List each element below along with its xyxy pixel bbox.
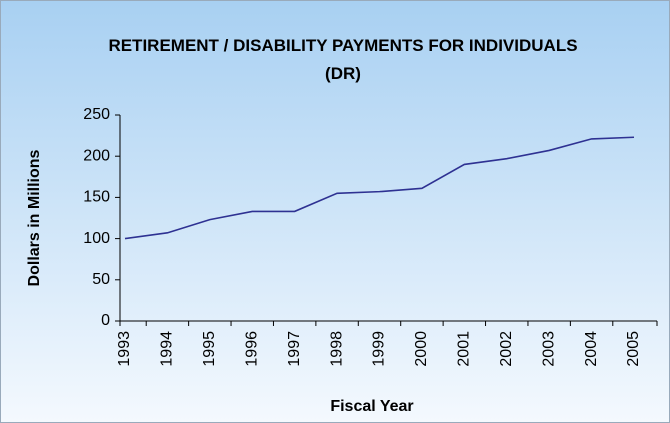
x-tick-label: 1996 <box>243 331 260 367</box>
x-axis-label: Fiscal Year <box>330 398 413 415</box>
x-tick-label: 2004 <box>583 331 600 367</box>
x-tick-label: 1999 <box>371 331 388 367</box>
y-tick-label: 150 <box>83 189 110 206</box>
y-axis-label: Dollars in Millions <box>26 149 43 286</box>
y-tick-label: 0 <box>101 312 110 329</box>
x-tick-label: 1994 <box>159 331 176 367</box>
x-tick-label: 2001 <box>456 331 473 367</box>
x-tick-label: 1997 <box>286 331 303 367</box>
x-tick-label: 2003 <box>540 331 557 367</box>
y-tick-label: 50 <box>92 271 110 288</box>
x-tick-label: 1995 <box>201 331 218 367</box>
x-tick-label: 2005 <box>625 331 642 367</box>
data-line <box>124 136 635 240</box>
y-tick-label: 250 <box>83 106 110 123</box>
y-tick-label: 200 <box>83 147 110 164</box>
chart-title: RETIREMENT / DISABILITY PAYMENTS FOR IND… <box>108 36 578 83</box>
x-tick-label: 1998 <box>328 331 345 367</box>
x-tick-label: 1993 <box>116 331 133 367</box>
x-tick-label: 2000 <box>413 331 430 367</box>
x-tick-label: 2002 <box>498 331 515 367</box>
y-tick-label: 100 <box>83 230 110 247</box>
